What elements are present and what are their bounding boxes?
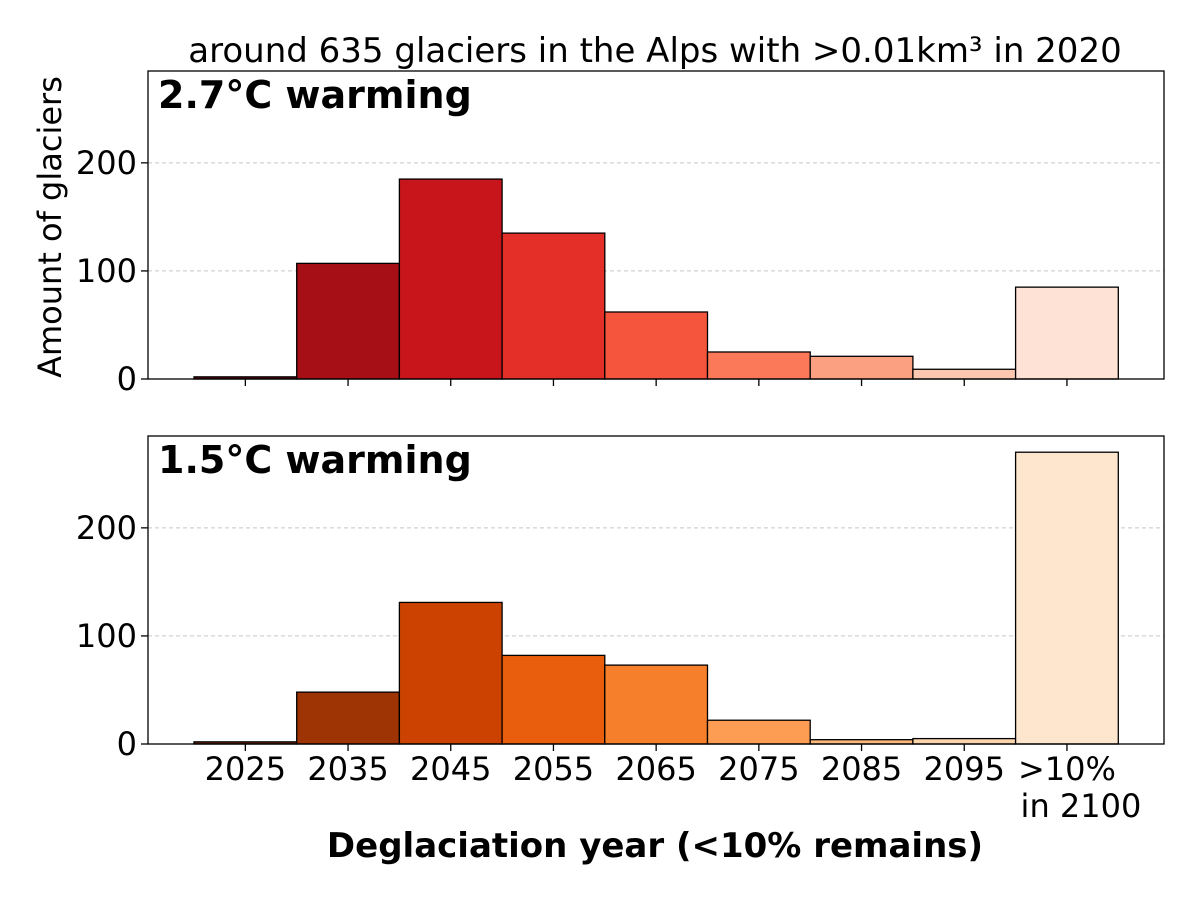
bar <box>398 178 503 380</box>
x-tick-label: >10% <box>1018 750 1116 788</box>
y-tick-label: 100 <box>76 252 137 290</box>
bar <box>1014 286 1119 380</box>
bar <box>706 719 811 745</box>
panels-layer: 0 100 200 2.7°C warming 0 100 200 1.5°C warming… <box>76 70 1165 825</box>
bar <box>296 262 401 380</box>
panel-label: 1.5°C warming <box>158 438 472 482</box>
bar <box>809 355 914 380</box>
y-axis-label: Amount of glaciers <box>31 76 69 378</box>
x-tick-label: 2035 <box>307 750 388 788</box>
bar <box>501 654 606 745</box>
y-tick-label: 0 <box>117 725 137 763</box>
bar <box>296 691 401 745</box>
chart-panel: 0 100 200 2.7°C warming <box>76 70 1165 398</box>
y-tick-label: 0 <box>117 360 137 398</box>
x-tick-label: 2025 <box>205 750 286 788</box>
x-tick-label: 2085 <box>821 750 902 788</box>
bar <box>1014 451 1119 745</box>
y-tick-label: 100 <box>76 617 137 655</box>
panel-label: 2.7°C warming <box>158 73 472 117</box>
bar <box>604 664 709 745</box>
bar <box>501 232 606 380</box>
x-tick-label: 2075 <box>718 750 799 788</box>
x-tick-label: in 2100 <box>1021 787 1142 825</box>
chart-panel: 0 100 200 1.5°C warming 2025 2035 2045 2055 2065… <box>76 435 1165 825</box>
chart-title: around 635 glaciers in the Alps with >0.… <box>188 31 1121 71</box>
y-tick-label: 200 <box>76 509 137 547</box>
x-tick-label: 2045 <box>410 750 491 788</box>
x-tick-label: 2095 <box>924 750 1005 788</box>
bar <box>706 351 811 380</box>
x-tick-label: 2055 <box>513 750 594 788</box>
bar <box>912 737 1017 745</box>
bar <box>398 601 503 745</box>
bar <box>604 311 709 380</box>
x-axis-label: Deglaciation year (<10% remains) <box>327 826 983 866</box>
y-tick-label: 200 <box>76 144 137 182</box>
x-tick-label: 2065 <box>615 750 696 788</box>
bar <box>912 368 1017 380</box>
